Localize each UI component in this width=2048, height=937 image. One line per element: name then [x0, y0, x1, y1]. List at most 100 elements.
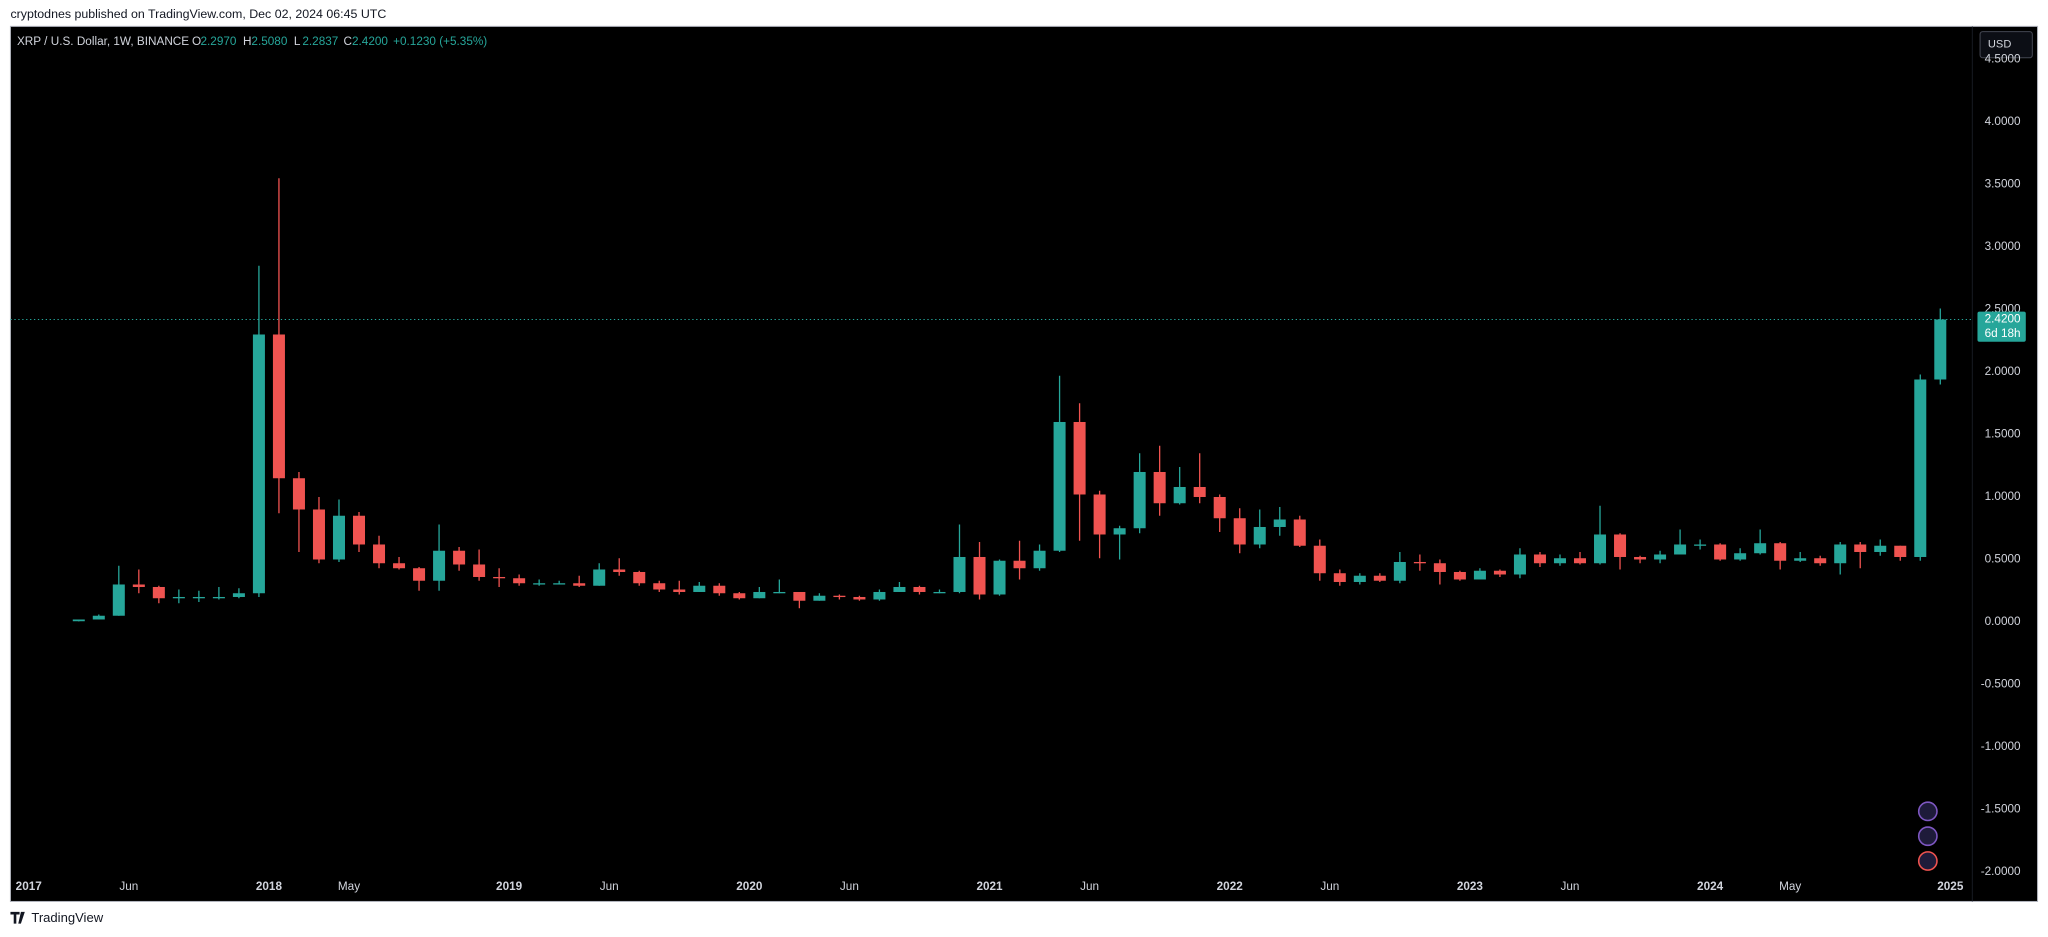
y-tick-label: -2.0000: [1981, 865, 2021, 878]
candle-body: [1153, 471, 1166, 504]
candle-body: [1614, 534, 1627, 557]
candle-body: [1113, 528, 1126, 535]
x-tick-label: Jun: [840, 880, 859, 893]
candle-body: [1553, 558, 1566, 564]
x-tick-label: 2020: [736, 880, 763, 893]
candle-body: [1573, 558, 1587, 564]
candle-body: [693, 585, 706, 592]
x-tick-label: May: [1779, 880, 1801, 893]
candle-body: [292, 478, 305, 510]
candle-body: [1433, 563, 1446, 572]
candle-body: [172, 596, 185, 599]
candle-body: [232, 593, 245, 597]
candle-body: [473, 564, 486, 577]
candle-body: [1734, 553, 1747, 560]
legend-value: 2.5080: [251, 35, 287, 48]
y-tick-label: 1.0000: [1985, 490, 2021, 503]
candle-body: [593, 569, 606, 586]
x-tick-label: Jun: [600, 880, 619, 893]
candle-body: [393, 563, 406, 569]
x-tick-label: 2024: [1697, 880, 1724, 893]
candle-body: [1493, 570, 1506, 575]
legend-change: +0.1230 (+5.35%): [393, 35, 487, 48]
candle-body: [1453, 571, 1466, 580]
ohlc-legend: O 2.2970 H 2.5080 L 2.2837 C 2.4200 +0.1230 (+5.…: [192, 35, 487, 48]
candle-body: [853, 596, 866, 600]
candle-body: [1894, 545, 1907, 557]
candle-body: [733, 593, 746, 599]
x-tick-label: Jun: [119, 880, 138, 893]
candle-body: [833, 595, 846, 598]
candle-body: [1754, 543, 1767, 554]
candle-body: [1473, 570, 1486, 580]
chart-panel: [9, 25, 2039, 903]
chart-tools: [1917, 801, 1938, 871]
candle-body: [1674, 544, 1687, 555]
candle-body: [513, 578, 526, 584]
candle-body: [332, 515, 345, 560]
candle-body: [1193, 486, 1206, 497]
candle-body: [373, 544, 386, 564]
candle-body: [1393, 561, 1406, 581]
tool-icon[interactable]: [1917, 826, 1938, 847]
candle-body: [1413, 561, 1426, 564]
last-price-tag: [1977, 311, 2026, 342]
symbol-title: XRP / U.S. Dollar, 1W, BINANCE: [17, 35, 189, 48]
candle-body: [713, 585, 726, 594]
y-tick-label: -1.5000: [1981, 803, 2021, 816]
candle-body: [152, 586, 165, 599]
tool-icon[interactable]: [1917, 851, 1938, 871]
candle-body: [1173, 486, 1186, 504]
candle-body: [1533, 554, 1546, 564]
candle-body: [953, 556, 966, 592]
candle-body: [1073, 421, 1086, 495]
candle-body: [272, 334, 285, 479]
x-tick-label: 2022: [1217, 880, 1244, 893]
candle-body: [1834, 544, 1847, 564]
candle-body: [1814, 558, 1827, 564]
candle-body: [813, 595, 826, 601]
candle-body: [773, 591, 786, 594]
x-tick-label: Jun: [1080, 880, 1099, 893]
x-tick-label: 2018: [256, 880, 283, 893]
tool-icon[interactable]: [1917, 801, 1938, 822]
candle-body: [1233, 518, 1246, 545]
x-tick-label: 2017: [16, 880, 43, 893]
candle-body: [1854, 544, 1867, 552]
candle-body: [1053, 421, 1066, 551]
candle-body: [1794, 558, 1807, 561]
legend-value: 2.4200: [352, 35, 388, 48]
y-tick-label: 3.5000: [1985, 178, 2021, 191]
candle-body: [1634, 556, 1647, 560]
candle-body: [1313, 545, 1326, 574]
x-tick-label: 2025: [1937, 880, 1964, 893]
candle-body: [433, 550, 446, 581]
candle-body: [72, 619, 85, 622]
plot-area: [10, 178, 1973, 622]
currency-button[interactable]: [1979, 31, 2033, 59]
candle-body: [613, 569, 626, 572]
legend-value: 2.2970: [200, 35, 236, 48]
candle-body: [1513, 554, 1526, 575]
y-tick-label: 3.0000: [1985, 240, 2021, 253]
x-tick-label: 2019: [496, 880, 523, 893]
candle-body: [92, 615, 105, 620]
candle-body: [1033, 550, 1046, 569]
candle-body: [1353, 575, 1366, 582]
candle-body: [993, 560, 1006, 595]
candle-body: [1253, 526, 1266, 545]
candle-body: [633, 571, 646, 584]
candle-body: [793, 591, 806, 601]
candle-body: [192, 596, 205, 599]
candle-body: [1714, 544, 1727, 560]
candle-body: [453, 550, 466, 565]
candle-body: [1774, 543, 1787, 561]
candle-body: [1874, 545, 1887, 552]
candle-body: [573, 583, 586, 586]
last-price-label: 2.4200: [1985, 313, 2021, 326]
y-tick-label: 1.5000: [1985, 428, 2021, 441]
candle-body: [212, 596, 225, 599]
legend-key: C: [344, 35, 353, 48]
candle-body: [1373, 575, 1386, 581]
